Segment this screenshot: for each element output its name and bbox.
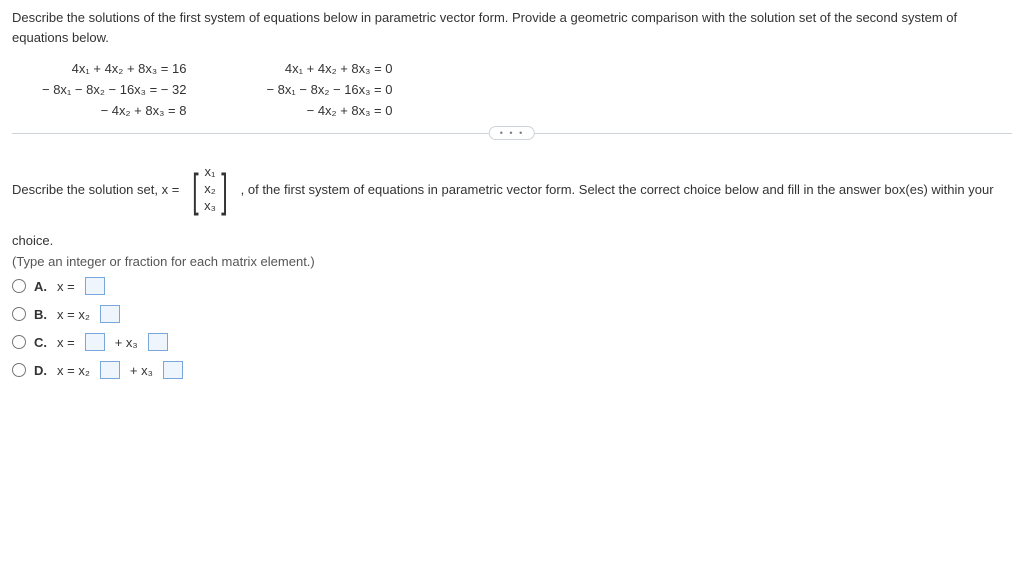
answer-box[interactable]: [85, 277, 105, 295]
radio-c[interactable]: [12, 335, 26, 349]
system-2: 4x₁ + 4x₂ + 8x₃ = 0 − 8x₁ − 8x₂ − 16x₃ =…: [266, 59, 392, 121]
answer-box[interactable]: [148, 333, 168, 351]
eq: − 8x₁ − 8x₂ − 16x₃ = 0: [266, 80, 392, 101]
choice-b-prefix: x = x₂: [57, 307, 90, 322]
system-1: 4x₁ + 4x₂ + 8x₃ = 16 − 8x₁ − 8x₂ − 16x₃ …: [42, 59, 186, 121]
answer-box[interactable]: [163, 361, 183, 379]
divider-dots: • • •: [489, 126, 535, 140]
vector-x: [ x₁ x₂ x₃ ]: [189, 164, 230, 215]
problem-statement: Describe the solutions of the first syst…: [12, 8, 1012, 47]
bracket-right-icon: ]: [221, 167, 227, 213]
choice-word: choice.: [12, 233, 1012, 248]
choice-c[interactable]: C. x = + x₃: [12, 333, 1012, 351]
vec-r1: x₁: [205, 164, 216, 181]
describe-row: Describe the solution set, x = [ x₁ x₂ x…: [12, 164, 1012, 215]
answer-choices: A. x = B. x = x₂ C. x = + x₃ D. x = x₂ +…: [12, 277, 1012, 379]
equation-systems: 4x₁ + 4x₂ + 8x₃ = 16 − 8x₁ − 8x₂ − 16x₃ …: [42, 59, 1012, 121]
choice-d[interactable]: D. x = x₂ + x₃: [12, 361, 1012, 379]
section-divider: • • •: [12, 133, 1012, 134]
choice-a[interactable]: A. x =: [12, 277, 1012, 295]
radio-d[interactable]: [12, 363, 26, 377]
describe-prefix: Describe the solution set, x =: [12, 182, 179, 197]
answer-box[interactable]: [85, 333, 105, 351]
eq: 4x₁ + 4x₂ + 8x₃ = 0: [285, 59, 393, 80]
choice-d-prefix: x = x₂: [57, 363, 90, 378]
answer-box[interactable]: [100, 361, 120, 379]
choice-b[interactable]: B. x = x₂: [12, 305, 1012, 323]
answer-box[interactable]: [100, 305, 120, 323]
choice-a-prefix: x =: [57, 279, 75, 294]
choice-c-label: C.: [34, 335, 47, 350]
vec-r3: x₃: [204, 198, 216, 215]
bracket-left-icon: [: [192, 167, 198, 213]
eq: − 4x₂ + 8x₃ = 8: [101, 101, 187, 122]
choice-c-prefix: x =: [57, 335, 75, 350]
choice-a-label: A.: [34, 279, 47, 294]
hint-text: (Type an integer or fraction for each ma…: [12, 254, 1012, 269]
describe-suffix: , of the first system of equations in pa…: [241, 182, 994, 197]
choice-d-mid: + x₃: [130, 363, 153, 378]
radio-a[interactable]: [12, 279, 26, 293]
eq: − 8x₁ − 8x₂ − 16x₃ = − 32: [42, 80, 186, 101]
choice-d-label: D.: [34, 363, 47, 378]
vec-r2: x₂: [204, 181, 216, 198]
eq: 4x₁ + 4x₂ + 8x₃ = 16: [72, 59, 187, 80]
choice-c-mid: + x₃: [115, 335, 138, 350]
radio-b[interactable]: [12, 307, 26, 321]
choice-b-label: B.: [34, 307, 47, 322]
eq: − 4x₂ + 8x₃ = 0: [307, 101, 393, 122]
